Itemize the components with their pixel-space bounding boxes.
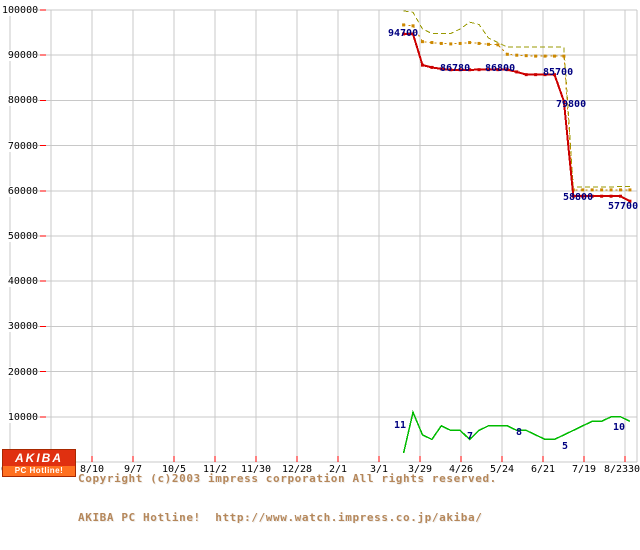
value-annotation: 79800 xyxy=(556,99,587,110)
lowest-price-line xyxy=(403,33,631,203)
value-annotation: 57700 xyxy=(608,201,639,212)
average-price-marker xyxy=(543,54,547,58)
x-axis-label: 8/10 xyxy=(79,464,105,475)
y-axis-label: 40000 xyxy=(2,276,38,288)
average-price-marker xyxy=(552,54,556,58)
lowest-price-marker xyxy=(439,67,443,71)
lowest-price-marker xyxy=(534,73,538,77)
y-axis-label: 80000 xyxy=(2,95,38,107)
price-history-chart: 100000 90000 80000 70000 60000 50000 40000 3000… xyxy=(1,5,640,524)
average-price-marker xyxy=(430,41,434,45)
x-axis-label: 6/21 xyxy=(530,464,556,475)
x-axis-label: 5/24 xyxy=(489,464,515,475)
average-price-marker xyxy=(609,188,613,192)
logo-title: AKIBA xyxy=(3,450,75,466)
x-axis-label: 8/23 xyxy=(604,464,629,475)
x-axis-label: 9/7 xyxy=(123,464,143,475)
average-price-marker xyxy=(562,54,566,58)
lowest-price-marker xyxy=(628,199,632,203)
value-annotation: 85700 xyxy=(543,67,574,78)
x-axis-label: 7/19 xyxy=(571,464,597,475)
average-price-line xyxy=(403,24,630,191)
lowest-price-marker xyxy=(524,73,528,77)
y-axis-label: 70000 xyxy=(2,140,38,152)
chart-plot-area xyxy=(9,9,638,463)
lowest-price-marker xyxy=(515,70,519,74)
lowest-price-marker xyxy=(562,99,566,103)
value-annotation: 5 xyxy=(562,441,569,452)
x-axis-label: 10/5 xyxy=(161,464,187,475)
lowest-price-marker xyxy=(458,68,462,72)
y-axis-label: 20000 xyxy=(2,366,38,378)
x-axis-label: 4/26 xyxy=(448,464,474,475)
lowest-price-marker xyxy=(430,65,434,69)
value-annotation: 10 xyxy=(613,422,626,433)
x-axis-label: 12/28 xyxy=(281,464,313,475)
lowest-price-marker xyxy=(486,68,490,72)
copyright-text: Copyright (c)2003 impress corporation Al… xyxy=(78,446,497,550)
lowest-price-marker xyxy=(609,194,613,198)
lowest-price-marker xyxy=(496,68,500,72)
average-price-marker xyxy=(477,41,481,45)
x-axis-label: 2/1 xyxy=(328,464,348,475)
lowest-price-marker xyxy=(543,73,547,77)
y-axis-label: 90000 xyxy=(2,50,38,62)
average-price-marker xyxy=(590,188,594,192)
average-price-marker xyxy=(468,41,472,45)
copyright-line1: Copyright (c)2003 impress corporation Al… xyxy=(78,472,497,485)
value-annotation: 7 xyxy=(467,431,474,442)
average-price-marker xyxy=(402,23,406,27)
y-axis-label: 50000 xyxy=(2,231,38,242)
average-price-marker xyxy=(534,54,538,58)
lowest-price-marker xyxy=(618,194,622,198)
lowest-price-marker xyxy=(402,32,406,36)
lowest-price-marker xyxy=(449,68,453,72)
average-price-marker xyxy=(600,188,604,192)
lowest-price-marker xyxy=(600,194,604,198)
highest-price-line xyxy=(403,10,630,188)
average-price-marker xyxy=(515,53,519,57)
value-annotation: 58800 xyxy=(563,192,594,203)
lowest-price-marker xyxy=(505,68,509,72)
x-axis-label: 11/2 xyxy=(202,464,228,475)
average-price-marker xyxy=(458,41,462,45)
average-price-marker xyxy=(618,188,622,192)
value-annotation: 86780 xyxy=(440,63,471,74)
akiba-pc-hotline-logo: AKIBA PC Hotline! xyxy=(2,449,76,477)
shop-count-line xyxy=(402,409,631,454)
average-price-marker xyxy=(496,43,500,47)
lowest-price-marker xyxy=(420,63,424,67)
y-axis-label: 30000 xyxy=(2,321,38,333)
lowest-price-marker xyxy=(581,194,585,198)
lowest-price-marker xyxy=(571,194,575,198)
x-axis-label: 3/1 xyxy=(369,464,389,475)
lowest-price-marker xyxy=(552,73,556,77)
logo-subtitle: PC Hotline! xyxy=(3,466,75,476)
lowest-price-marker xyxy=(411,32,415,36)
average-price-marker xyxy=(524,54,528,58)
x-axis-label: 11/30 xyxy=(240,464,272,475)
x-axis-label-overflow: 30 xyxy=(628,464,640,475)
value-annotation: 94700 xyxy=(388,28,419,39)
average-price-marker xyxy=(628,188,632,192)
lowest-price-marker xyxy=(468,68,472,72)
average-price-marker xyxy=(505,52,509,56)
value-annotation: 11 xyxy=(394,420,407,431)
lowest-price-marker xyxy=(590,194,594,198)
lowest-price-marker xyxy=(477,68,481,72)
average-price-marker xyxy=(486,42,490,46)
average-price-marker xyxy=(439,41,443,45)
value-annotation: 86800 xyxy=(485,63,516,74)
y-axis-label: 60000 xyxy=(2,185,38,197)
average-price-marker xyxy=(449,42,453,46)
average-price-marker xyxy=(581,188,585,192)
average-price-marker xyxy=(411,24,415,28)
value-annotation: 8 xyxy=(516,427,523,438)
y-axis-label: 10000 xyxy=(2,411,38,423)
y-axis-label: 100000 xyxy=(2,5,39,16)
average-price-marker xyxy=(420,40,424,44)
x-axis-label: 3/29 xyxy=(407,464,433,475)
copyright-line2: AKIBA PC Hotline! http://www.watch.impre… xyxy=(78,511,483,524)
